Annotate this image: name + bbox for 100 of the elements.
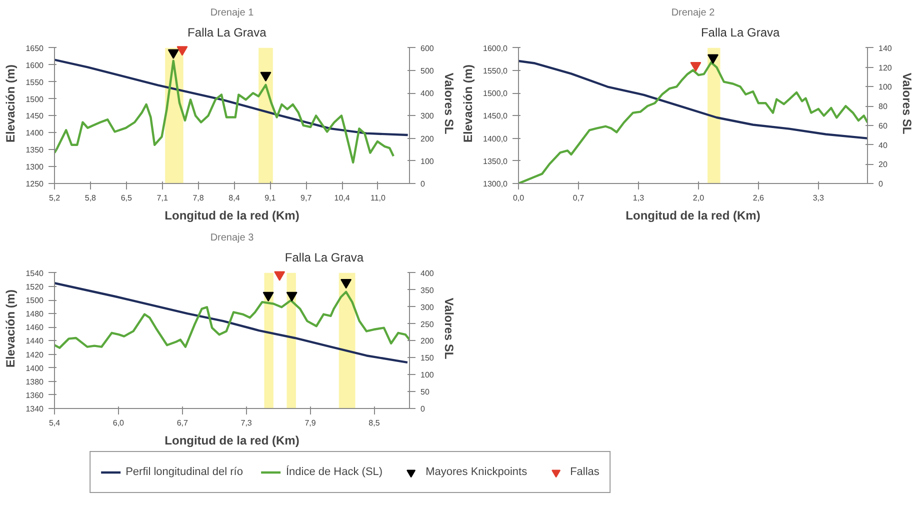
x-tick-label: 11,0 xyxy=(370,194,386,202)
y-tick-label: 1540 xyxy=(26,268,44,278)
y2-tick-label: 150 xyxy=(420,354,434,363)
legend-label: Fallas xyxy=(570,466,600,478)
y-tick-label: 1500 xyxy=(26,94,44,104)
x-tick-label: 6,0 xyxy=(112,418,125,428)
y-tick-label: 1350 xyxy=(26,146,44,155)
y2-tick-label: 0 xyxy=(420,404,426,414)
x-tick-label: 1,3 xyxy=(632,194,645,202)
y-tick-label: 1500 xyxy=(26,296,44,306)
y-tick-label: 1420 xyxy=(26,350,44,360)
y-tick-label: 1400 xyxy=(26,364,44,373)
x-tick-label: 5,4 xyxy=(48,418,61,428)
y2-axis-title: Valores SL xyxy=(442,298,456,360)
x-tick-label: 8,5 xyxy=(368,418,380,428)
text: Falla La Grava xyxy=(188,25,267,40)
text: Falla La Grava xyxy=(700,25,780,40)
y2-tick-label: 100 xyxy=(878,82,892,92)
y2-tick-label: 300 xyxy=(420,112,434,121)
y-tick-label: 1250 xyxy=(26,180,44,188)
y2-tick-label: 250 xyxy=(420,320,434,329)
chart-title: Drenaje 2 xyxy=(671,8,716,18)
point xyxy=(262,292,274,302)
x-tick-label: 7,1 xyxy=(156,194,168,202)
x-tick-label: 9,1 xyxy=(264,194,276,202)
x-tick-label: 0,0 xyxy=(512,194,525,202)
y2-tick-label: 20 xyxy=(878,160,888,170)
y2-tick-label: 500 xyxy=(420,66,434,76)
x-tick-label: 5,8 xyxy=(84,194,97,202)
x-tick-label: 3,3 xyxy=(812,194,825,202)
y-tick-label: 1300 xyxy=(26,162,44,172)
x-tick-label: 2,0 xyxy=(692,194,705,202)
y-tick-label: 1400,0 xyxy=(483,134,508,144)
y-tick-label: 1450,0 xyxy=(483,112,508,121)
y-tick-label: 1480 xyxy=(26,310,44,319)
y2-axis-title: Valores SL xyxy=(442,72,456,134)
y2-tick-label: 200 xyxy=(420,336,434,346)
x-tick-label: 10,4 xyxy=(334,194,350,202)
y-tick-label: 1450 xyxy=(26,112,44,121)
y-axis-title: Elevación (m) xyxy=(461,64,476,143)
x-tick-label: 6,5 xyxy=(120,194,132,202)
x-tick-label: 5,2 xyxy=(48,194,61,202)
y-tick-label: 1360 xyxy=(26,390,44,400)
y-axis-title: Elevación (m) xyxy=(4,289,18,368)
y2-tick-label: 100 xyxy=(420,156,434,166)
y-tick-label: 1340 xyxy=(26,404,44,414)
y-tick-label: 1500,0 xyxy=(483,89,508,98)
x-tick-label: 6,7 xyxy=(176,418,188,428)
y-tick-label: 1460 xyxy=(26,323,44,332)
point xyxy=(340,279,352,289)
line-series xyxy=(54,60,395,164)
y-tick-label: 1600 xyxy=(26,60,44,70)
legend-label: Perfil longitudinal del río xyxy=(126,466,243,478)
y-tick-label: 1350,0 xyxy=(483,156,508,166)
legend-label: Índice de Hack (SL) xyxy=(286,466,383,478)
y-tick-label: 1440 xyxy=(26,336,44,346)
point xyxy=(176,46,188,56)
y-tick-label: 1520 xyxy=(26,282,44,292)
y2-tick-label: 60 xyxy=(878,121,888,130)
y2-tick-label: 0 xyxy=(420,180,426,188)
x-tick-label: 8,4 xyxy=(228,194,240,202)
y2-tick-label: 600 xyxy=(420,44,434,53)
y2-tick-label: 0 xyxy=(878,180,884,188)
y-tick-label: 1650 xyxy=(26,44,44,53)
chart-title: Drenaje 1 xyxy=(210,8,254,18)
y2-tick-label: 120 xyxy=(878,63,892,72)
y2-tick-label: 300 xyxy=(420,302,434,312)
y2-tick-label: 100 xyxy=(420,370,434,380)
line-series xyxy=(54,58,409,136)
y2-tick-label: 40 xyxy=(878,140,888,150)
x-tick-label: 0,7 xyxy=(572,194,585,202)
x-tick-label: 7,3 xyxy=(240,418,252,428)
point xyxy=(274,271,286,281)
chart-title: Drenaje 3 xyxy=(210,232,254,244)
x-tick-label: 9,7 xyxy=(300,194,312,202)
y-axis-title: Elevación (m) xyxy=(4,64,18,143)
y-tick-label: 1550,0 xyxy=(483,66,508,76)
y-tick-label: 1300,0 xyxy=(483,180,508,188)
y-tick-label: 1600,0 xyxy=(483,44,508,53)
point xyxy=(168,49,179,59)
x-tick-label: 7,8 xyxy=(192,194,204,202)
y2-tick-label: 350 xyxy=(420,286,434,295)
line-series xyxy=(54,290,410,349)
y2-tick-label: 50 xyxy=(420,388,430,397)
y-tick-label: 1400 xyxy=(26,128,44,138)
x-axis-title: Longitud de la red (Km) xyxy=(164,434,300,448)
y2-tick-label: 140 xyxy=(878,44,892,53)
line-series xyxy=(54,282,409,364)
y2-tick-label: 400 xyxy=(420,268,434,278)
legend-label: Mayores Knickpoints xyxy=(426,466,528,478)
y2-tick-label: 200 xyxy=(420,134,434,144)
x-axis-title: Longitud de la red (Km) xyxy=(626,208,760,222)
y2-tick-label: 400 xyxy=(420,89,434,98)
y-tick-label: 1380 xyxy=(26,377,44,386)
y2-axis-title: Valores SL xyxy=(900,72,914,134)
x-tick-label: 7,9 xyxy=(304,418,316,428)
x-axis-title: Longitud de la red (Km) xyxy=(164,208,300,222)
point xyxy=(260,72,272,82)
y2-tick-label: 80 xyxy=(878,102,888,112)
text: Falla La Grava xyxy=(284,250,364,264)
